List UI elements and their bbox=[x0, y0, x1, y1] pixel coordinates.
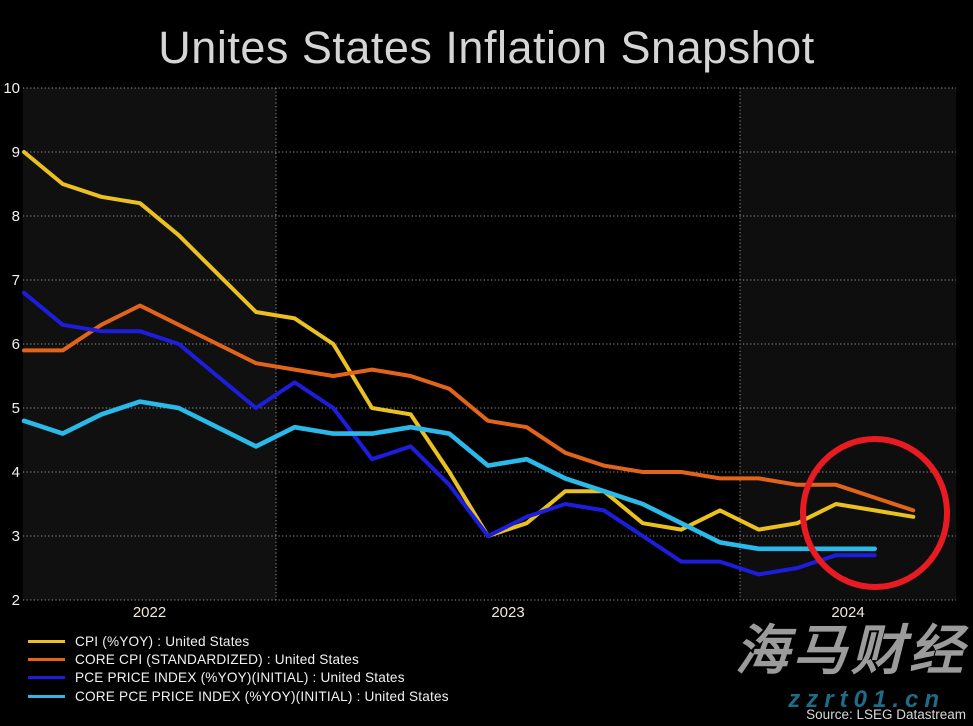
legend-label: PCE PRICE INDEX (%YOY)(INITIAL) : United… bbox=[75, 670, 405, 686]
legend-item: CPI (%YOY) : United States bbox=[28, 632, 449, 650]
y-tick-label: 9 bbox=[12, 144, 20, 161]
highlight-circle-annotation bbox=[800, 436, 950, 590]
series-line-1 bbox=[22, 150, 916, 538]
legend-swatch bbox=[28, 694, 65, 698]
legend-swatch bbox=[28, 676, 65, 680]
y-tick-label: 6 bbox=[12, 336, 20, 353]
source-credit: Source: LSEG Datastream bbox=[806, 707, 966, 722]
x-tick-label: 2024 bbox=[831, 604, 864, 621]
chart-legend: CPI (%YOY) : United States CORE CPI (STAN… bbox=[28, 632, 449, 706]
legend-label: CORE PCE PRICE INDEX (%YOY)(INITIAL) : U… bbox=[75, 688, 449, 704]
series-line-3 bbox=[22, 290, 877, 577]
legend-item: CORE PCE PRICE INDEX (%YOY)(INITIAL) : U… bbox=[28, 687, 449, 705]
y-tick-label: 4 bbox=[12, 464, 20, 481]
series-line-2 bbox=[22, 303, 916, 513]
y-tick-label: 3 bbox=[12, 528, 20, 545]
legend-label: CPI (%YOY) : United States bbox=[75, 633, 250, 649]
legend-swatch bbox=[28, 639, 65, 643]
legend-swatch bbox=[28, 658, 65, 662]
y-tick-label: 5 bbox=[12, 400, 20, 417]
series-line-4 bbox=[21, 399, 878, 552]
chart-title: Unites States Inflation Snapshot bbox=[158, 22, 815, 73]
legend-item: PCE PRICE INDEX (%YOY)(INITIAL) : United… bbox=[28, 669, 449, 687]
x-tick-label: 2023 bbox=[491, 604, 524, 621]
watermark-brand-text: 海马财经 bbox=[735, 621, 967, 681]
y-tick-label: 8 bbox=[12, 208, 20, 225]
watermark-site-text: zzrt01.cn bbox=[788, 686, 945, 713]
legend-label: CORE CPI (STANDARDIZED) : United States bbox=[75, 652, 360, 668]
x-tick-label: 2022 bbox=[133, 604, 166, 621]
y-tick-label: 10 bbox=[3, 80, 20, 97]
y-tick-label: 2 bbox=[12, 592, 20, 609]
y-tick-label: 7 bbox=[12, 272, 20, 289]
legend-item: CORE CPI (STANDARDIZED) : United States bbox=[28, 650, 449, 668]
